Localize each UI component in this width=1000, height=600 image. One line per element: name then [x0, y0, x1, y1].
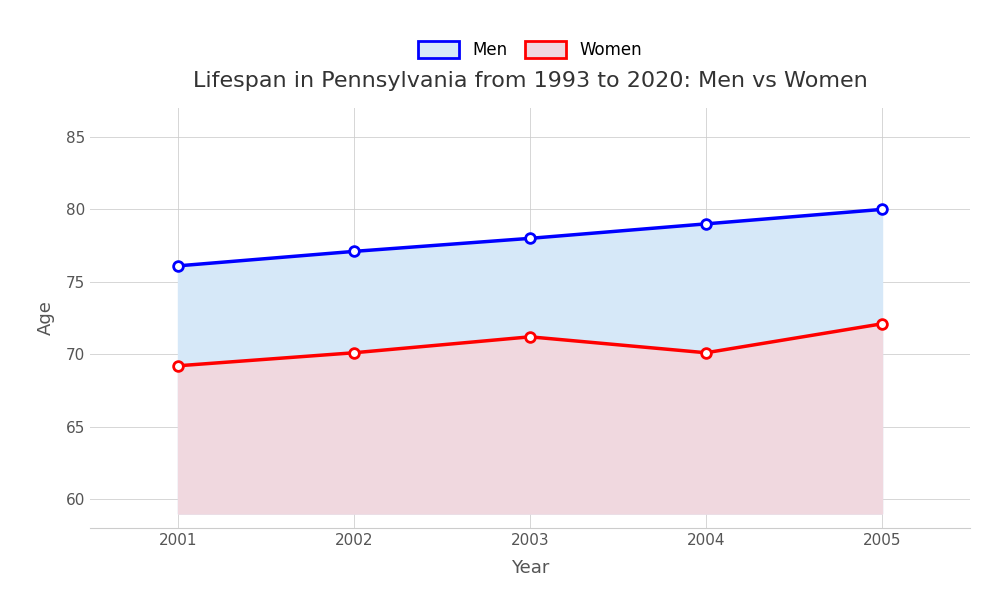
Y-axis label: Age: Age	[37, 301, 55, 335]
Title: Lifespan in Pennsylvania from 1993 to 2020: Men vs Women: Lifespan in Pennsylvania from 1993 to 20…	[193, 71, 867, 91]
X-axis label: Year: Year	[511, 559, 549, 577]
Legend: Men, Women: Men, Women	[418, 41, 642, 59]
